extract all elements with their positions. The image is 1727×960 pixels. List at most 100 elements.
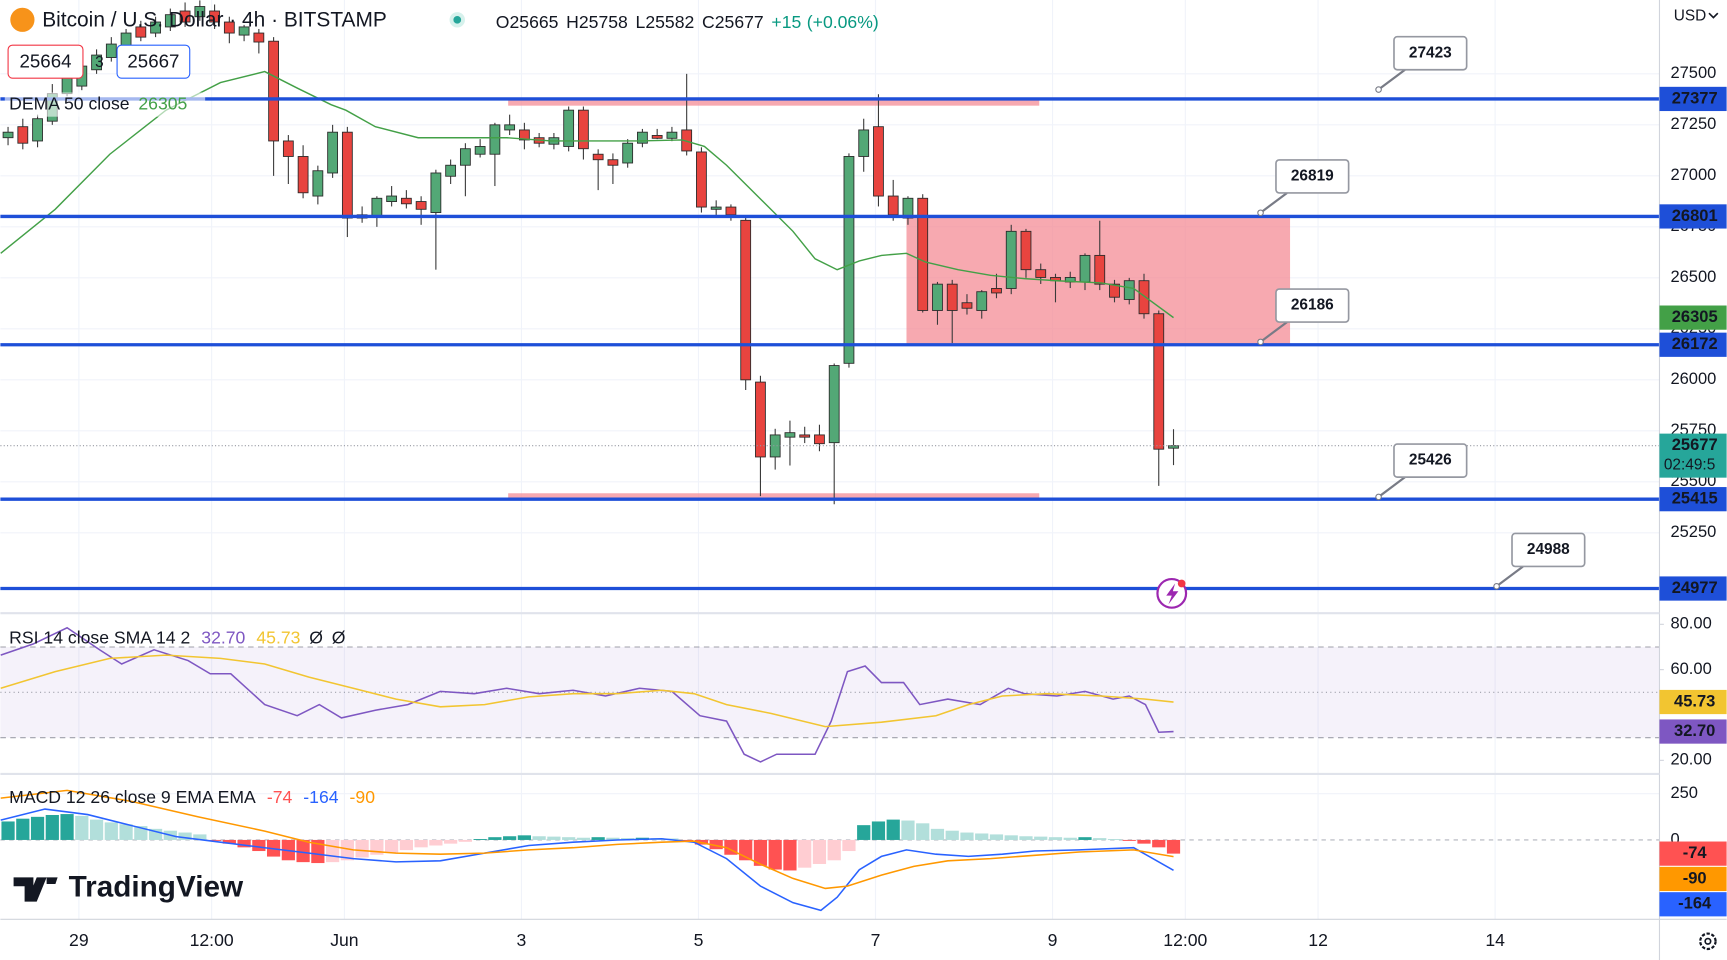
histogram-bar — [148, 828, 163, 840]
candle-body — [164, 14, 176, 28]
alert-icon[interactable] — [1156, 577, 1188, 609]
y-tick-label: 27000 — [1670, 166, 1716, 184]
candle-body — [858, 129, 870, 157]
candle-body — [651, 135, 663, 139]
candle-body — [474, 146, 486, 155]
histogram-bar — [399, 839, 413, 851]
histogram-bar — [532, 836, 546, 840]
indicator-label: 32.70 — [1674, 722, 1715, 740]
candle-body — [268, 40, 279, 142]
callout-label: 27423 — [1409, 44, 1452, 61]
dema-label: 26305 — [1672, 308, 1718, 326]
histogram-bar — [768, 839, 782, 870]
histogram-bar — [1107, 839, 1122, 840]
legend-value: -90 — [350, 787, 376, 807]
histogram-bar — [1063, 837, 1077, 840]
candle-body — [725, 206, 737, 216]
x-tick-label: 5 — [694, 930, 704, 950]
legend-value: -74 — [267, 787, 293, 807]
ohlc-key: H — [566, 12, 579, 32]
y-tick-label: 250 — [1670, 784, 1698, 802]
histogram-bar — [842, 839, 856, 852]
histogram-bar — [104, 822, 118, 840]
histogram-bar — [178, 832, 192, 840]
last-price-label-box — [1659, 433, 1727, 478]
indicator-label: -164 — [1678, 895, 1712, 913]
zone — [508, 98, 1040, 106]
histogram-bar — [1034, 836, 1048, 840]
histogram-bar — [89, 819, 104, 840]
candle-body — [17, 126, 29, 144]
histogram-bar — [945, 830, 959, 840]
callout-pointer — [1259, 192, 1288, 214]
callout-label: 24988 — [1527, 541, 1570, 558]
candle-body — [873, 126, 884, 197]
histogram-bar — [989, 834, 1004, 840]
status-dot — [453, 15, 462, 24]
histogram-bar — [886, 819, 900, 840]
candle-body — [312, 170, 324, 197]
candle-body — [932, 283, 943, 311]
legend-text: RSI 14 close SMA 14 2 — [9, 627, 190, 647]
histogram-bar — [827, 839, 841, 861]
legend: DEMA 50 close 26305 — [9, 93, 187, 113]
levels: 27423 26819 26186 25426 24988 — [0, 35, 1660, 591]
gear — [1699, 932, 1717, 951]
histogram-bar — [547, 836, 561, 840]
candle-body — [209, 10, 220, 23]
histogram-bar — [1166, 839, 1181, 854]
level-label: 25415 — [1672, 490, 1718, 508]
candle-body — [769, 434, 781, 458]
candle-body — [238, 26, 250, 36]
candle-body — [341, 131, 353, 219]
candle-body — [194, 6, 206, 18]
level-label-box — [1659, 576, 1727, 601]
histogram-bar — [591, 837, 605, 840]
currency-chevron — [1708, 12, 1719, 19]
histogram-bar — [311, 839, 325, 864]
ohlc-key: C — [702, 12, 715, 32]
y-tick-label: 27250 — [1670, 115, 1716, 133]
chart-title: Bitcoin / U.S. Dollar · 4h · BITSTAMP — [42, 8, 387, 31]
ohlc-value: 25582 — [645, 12, 694, 32]
callout-box — [1393, 35, 1468, 71]
callout-pointer — [1495, 565, 1524, 588]
candle-body — [946, 283, 958, 311]
histogram-bar — [60, 814, 74, 840]
ask: 25667 — [127, 51, 179, 72]
x-tick-label: 3 — [517, 930, 527, 950]
logo-text: TradingView — [69, 870, 244, 903]
candle-body — [489, 124, 501, 155]
histogram-bar — [576, 837, 591, 840]
candle-body — [223, 21, 235, 34]
histogram-bar — [458, 839, 472, 842]
level-label: 24977 — [1672, 579, 1718, 597]
histogram-bar — [1152, 839, 1166, 848]
candle-body — [282, 140, 294, 157]
candle-body — [61, 76, 73, 95]
legend-value: -164 — [303, 787, 338, 807]
candle-body — [386, 195, 398, 202]
candle-body — [828, 365, 840, 444]
callout-anchor — [1257, 209, 1264, 217]
candle-body — [696, 151, 707, 208]
histogram-bar — [355, 839, 369, 858]
histogram-bar — [871, 821, 886, 840]
histogram-bar — [45, 814, 59, 840]
callout-anchor — [1493, 582, 1500, 590]
change: +15 — [771, 12, 801, 32]
legend-text: 26305 — [138, 93, 187, 113]
indicator-label-box — [1659, 866, 1727, 892]
settings-icon[interactable] — [1699, 932, 1717, 951]
histogram-bar — [680, 839, 694, 841]
candle-body — [622, 142, 634, 164]
macd-line — [0, 789, 1174, 890]
candle-body — [799, 434, 811, 438]
indicator-label-box — [1659, 719, 1727, 744]
indicator-label: -90 — [1683, 869, 1707, 887]
histogram-bar — [207, 839, 222, 841]
histogram-bar — [857, 825, 871, 840]
candle-body — [1035, 269, 1047, 278]
candle-body — [253, 32, 265, 43]
